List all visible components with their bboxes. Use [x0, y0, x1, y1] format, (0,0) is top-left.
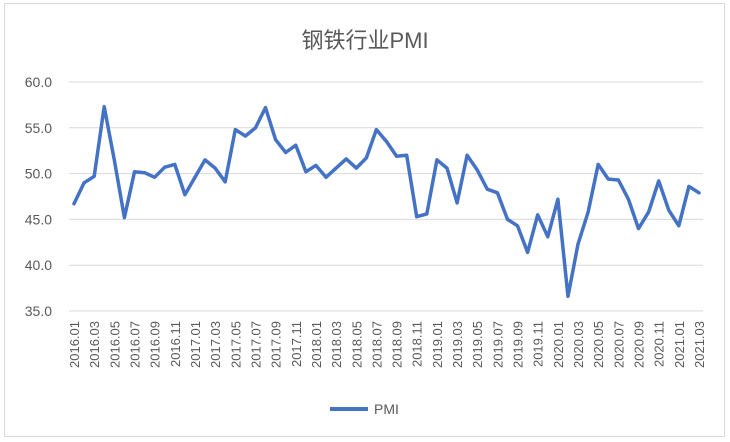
y-tick-label: 60.0	[25, 74, 52, 90]
x-tick-label: 2020.07	[611, 321, 626, 368]
x-tick-label: 2017.07	[248, 321, 263, 368]
x-tick-label: 2018.07	[369, 321, 384, 368]
x-tick-label: 2021.01	[672, 321, 687, 368]
x-tick-label: 2020.01	[551, 321, 566, 368]
x-tick-label: 2016.01	[67, 321, 82, 368]
x-tick-label: 2016.05	[107, 321, 122, 368]
x-tick-label: 2019.01	[430, 321, 445, 368]
x-axis-ticks: 2016.01 2016.03 2016.05 2016.07 2016.09 2016.…	[67, 321, 707, 368]
x-tick-label: 2018.05	[349, 321, 364, 368]
x-tick-label: 2020.05	[591, 321, 606, 368]
x-tick-label: 2019.05	[470, 321, 485, 368]
y-tick-label: 50.0	[25, 166, 52, 182]
y-tick-label: 55.0	[25, 120, 52, 136]
x-tick-label: 2018.09	[390, 321, 405, 368]
x-tick-label: 2016.03	[87, 321, 102, 368]
x-tick-label: 2017.01	[188, 321, 203, 368]
chart-title: 钢铁行业PMI	[301, 28, 428, 53]
x-tick-label: 2018.11	[410, 321, 425, 367]
x-tick-label: 2017.09	[269, 321, 284, 368]
x-tick-label: 2020.09	[632, 321, 647, 368]
x-tick-label: 2019.07	[490, 321, 505, 368]
x-tick-label: 2017.11	[289, 321, 304, 367]
x-tick-label: 2016.09	[148, 321, 163, 368]
y-tick-label: 40.0	[25, 257, 52, 273]
y-tick-label: 35.0	[25, 303, 52, 319]
x-tick-label: 2018.01	[309, 321, 324, 368]
gridlines	[69, 81, 703, 312]
series-line-pmi	[72, 104, 701, 299]
chart-frame	[4, 3, 725, 437]
legend: PMI	[330, 401, 399, 417]
x-tick-label: 2021.03	[692, 321, 707, 368]
x-tick-label: 2017.03	[208, 321, 223, 368]
x-tick-label: 2016.11	[168, 321, 183, 367]
series-layer	[72, 104, 701, 299]
x-tick-label: 2020.11	[652, 321, 667, 367]
y-tick-label: 45.0	[25, 211, 52, 227]
x-tick-label: 2020.03	[571, 321, 586, 368]
x-tick-label: 2018.03	[329, 321, 344, 368]
x-tick-label: 2016.07	[127, 321, 142, 368]
x-tick-label: 2017.05	[228, 321, 243, 368]
x-tick-label: 2019.03	[450, 321, 465, 368]
legend-label-pmi: PMI	[374, 401, 399, 417]
x-tick-label: 2019.09	[511, 321, 526, 368]
y-axis-ticks: 35.0 40.0 45.0 50.0 55.0 60.0	[25, 74, 52, 319]
x-tick-label: 2019.11	[531, 321, 546, 367]
